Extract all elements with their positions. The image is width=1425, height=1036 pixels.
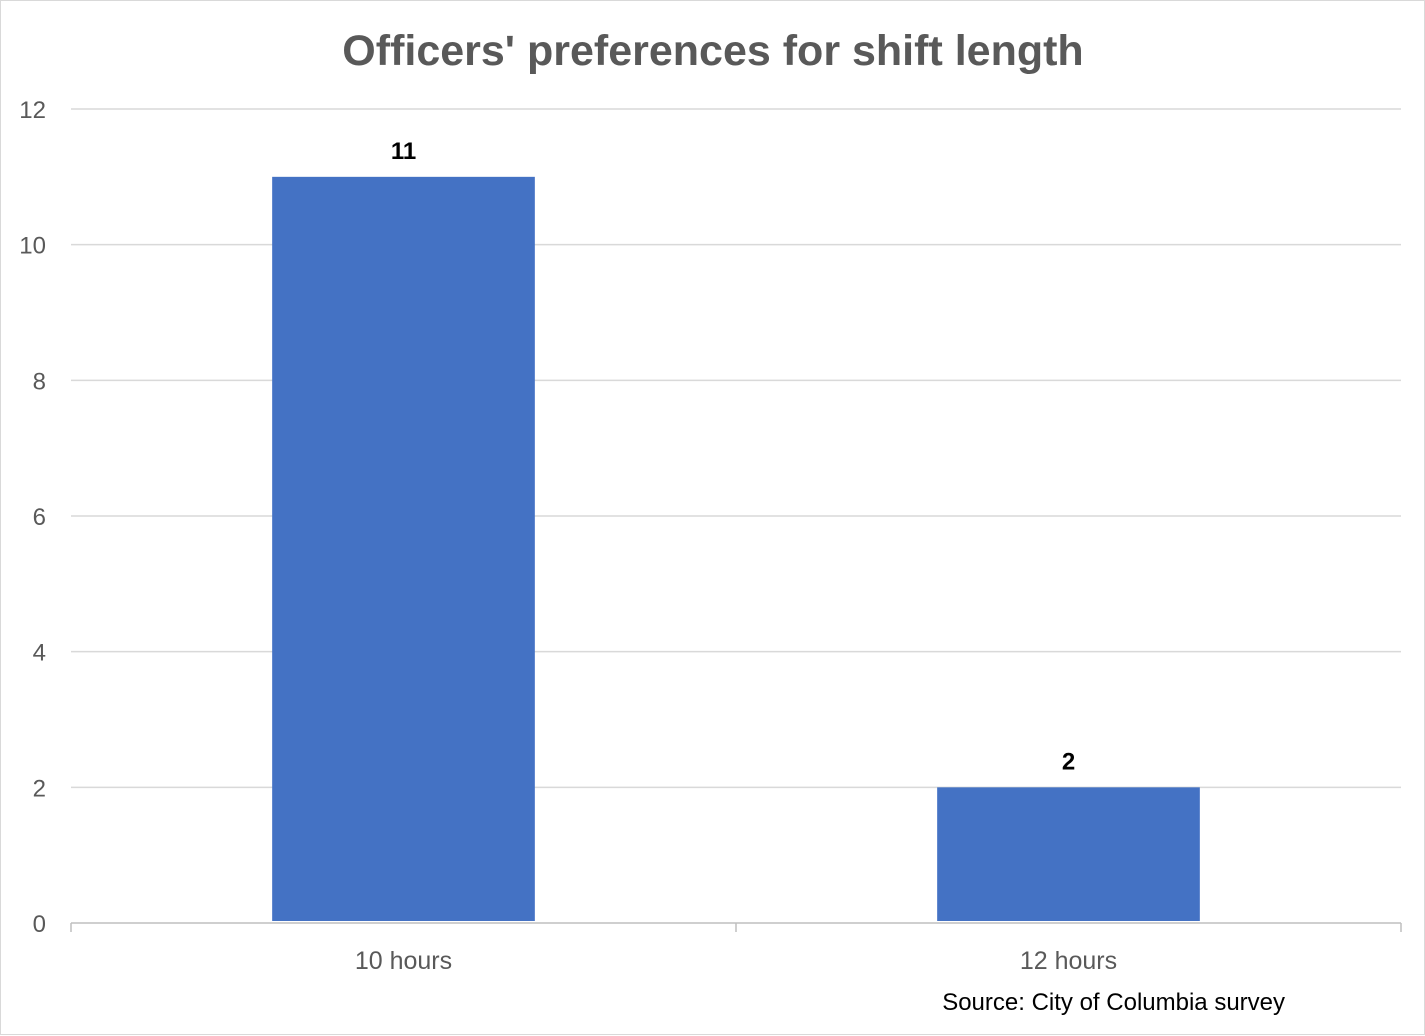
category-label-1: 10 hours bbox=[355, 947, 452, 975]
y-tick-label-2: 2 bbox=[33, 775, 46, 802]
y-tick-label-4: 4 bbox=[33, 640, 46, 667]
data-labels: 11 2 bbox=[391, 138, 1075, 775]
x-axis-category-labels: 10 hours 12 hours bbox=[355, 947, 1117, 975]
y-axis-tick-labels: 0 2 4 6 8 10 12 bbox=[19, 97, 46, 938]
x-axis bbox=[70, 922, 1402, 932]
data-label-1: 11 bbox=[391, 138, 416, 165]
chart-title: Officers' preferences for shift length bbox=[342, 27, 1083, 75]
category-label-2: 12 hours bbox=[1020, 947, 1117, 975]
y-tick-label-8: 8 bbox=[33, 368, 46, 395]
bar-1 bbox=[272, 176, 535, 922]
bar-2 bbox=[937, 787, 1200, 921]
source-note: Source: City of Columbia survey bbox=[942, 989, 1285, 1016]
gridlines bbox=[71, 108, 1401, 789]
bars bbox=[272, 176, 1200, 922]
y-tick-label-12: 12 bbox=[19, 97, 46, 124]
data-label-2: 2 bbox=[1062, 748, 1075, 775]
y-tick-label-6: 6 bbox=[33, 504, 46, 531]
y-tick-label-10: 10 bbox=[19, 233, 46, 260]
y-tick-label-0: 0 bbox=[33, 911, 46, 938]
